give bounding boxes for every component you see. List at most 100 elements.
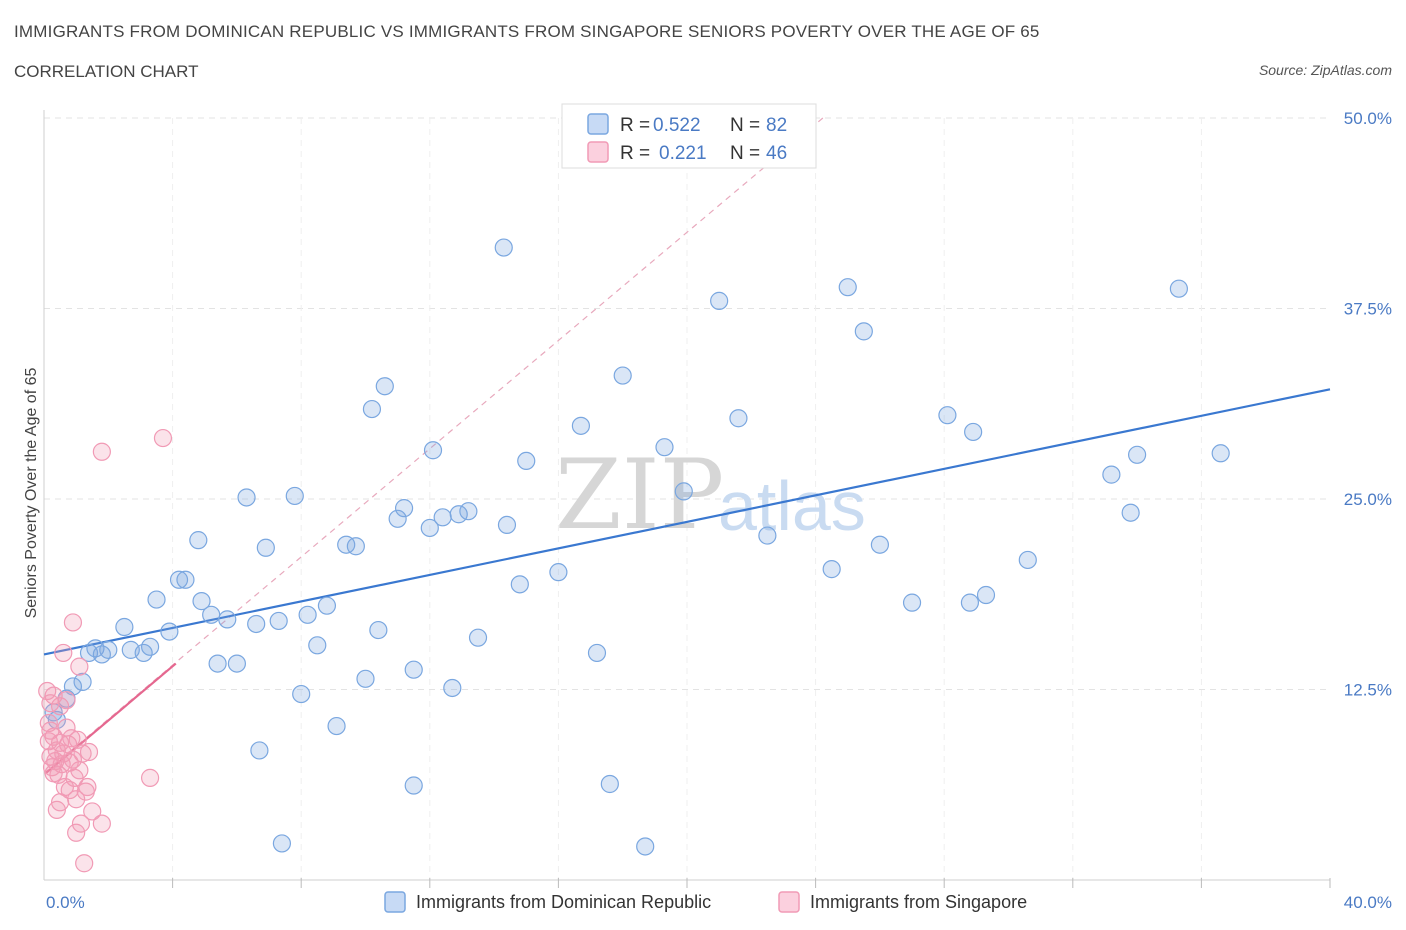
y-tick-label: 25.0%	[1344, 490, 1392, 509]
watermark: ZIP atlas	[555, 439, 866, 551]
point-dominican	[549, 563, 568, 582]
point-dominican	[571, 416, 591, 435]
point-singapore	[54, 643, 73, 663]
point-dominican	[256, 538, 275, 557]
point-dominican	[375, 377, 394, 396]
point-dominican	[420, 518, 439, 538]
point-dominican	[308, 636, 327, 655]
point-dominican	[443, 678, 462, 698]
point-dominican	[838, 278, 857, 297]
legend-n-value-dominican: 82	[766, 115, 787, 136]
point-singapore	[62, 729, 81, 748]
point-singapore	[79, 742, 99, 762]
point-dominican	[317, 596, 337, 615]
y-tick-label: 12.5%	[1344, 681, 1392, 700]
point-singapore	[153, 428, 173, 448]
legend-n-value-singapore: 46	[766, 143, 787, 164]
point-dominican	[356, 669, 375, 688]
series-legend: Immigrants from Dominican Republic Immig…	[384, 891, 1027, 913]
y-tick-label: 37.5%	[1344, 300, 1392, 319]
legend-r-label-singapore: R =	[620, 143, 650, 164]
stats-legend: R = 0.522 N = 82 R = 0.221 N = 46	[561, 103, 817, 169]
point-singapore	[92, 442, 111, 461]
point-singapore	[54, 744, 73, 763]
chart-subtitle: CORRELATION CHART	[14, 62, 199, 81]
y-axis-title: Seniors Poverty Over the Age of 65	[23, 368, 40, 619]
point-singapore	[75, 854, 94, 873]
point-dominican	[115, 617, 134, 637]
point-dominican	[517, 451, 536, 470]
legend-r-label-dominican: R =	[620, 115, 650, 136]
point-dominican	[976, 585, 996, 605]
point-singapore	[68, 730, 87, 749]
source-credit: Source: ZipAtlas.com	[1258, 62, 1392, 78]
legend-r-value-dominican: 0.522	[653, 115, 701, 136]
point-singapore	[78, 777, 97, 797]
point-dominican	[208, 654, 227, 673]
point-dominican	[1169, 279, 1188, 298]
data-points	[38, 238, 1230, 873]
series-legend-swatch-singapore	[778, 891, 800, 913]
x-tick-label: 40.0%	[1344, 893, 1392, 912]
x-tick-label: 0.0%	[46, 893, 85, 912]
point-dominican	[247, 614, 266, 634]
point-dominican	[587, 643, 607, 663]
point-dominican	[369, 620, 388, 640]
point-singapore	[73, 744, 92, 763]
point-dominican	[655, 438, 674, 457]
series-legend-label-dominican: Immigrants from Dominican Republic	[416, 892, 711, 912]
point-dominican	[285, 486, 304, 506]
point-singapore	[71, 814, 91, 833]
point-dominican	[423, 441, 443, 460]
point-singapore	[63, 613, 83, 632]
point-dominican	[468, 628, 488, 647]
point-dominican	[160, 622, 179, 641]
point-dominican	[600, 774, 619, 794]
point-singapore	[63, 750, 83, 769]
point-dominican	[1121, 503, 1140, 522]
point-dominican	[729, 409, 748, 428]
point-dominican	[218, 610, 237, 629]
point-dominican	[964, 422, 983, 442]
point-dominican	[192, 592, 211, 611]
legend-r-value-singapore: 0.221	[659, 143, 707, 164]
point-dominican	[613, 366, 632, 385]
series-legend-label-singapore: Immigrants from Singapore	[810, 892, 1027, 912]
point-dominican	[388, 509, 407, 528]
point-dominican	[394, 499, 414, 518]
point-dominican	[237, 488, 256, 507]
point-dominican	[298, 605, 317, 624]
point-dominican	[227, 654, 246, 673]
point-dominican	[510, 575, 529, 594]
point-dominican	[250, 741, 269, 760]
point-dominican	[404, 776, 423, 795]
point-dominican	[459, 502, 478, 521]
point-dominican	[636, 837, 655, 856]
point-dominican	[433, 508, 452, 527]
point-singapore	[83, 802, 102, 821]
series-legend-swatch-dominican	[384, 891, 406, 913]
y-tick-label: 50.0%	[1344, 109, 1392, 128]
point-dominican	[99, 640, 118, 659]
chart-title: IMMIGRANTS FROM DOMINICAN REPUBLIC VS IM…	[14, 22, 1040, 41]
point-dominican	[1018, 550, 1037, 570]
point-dominican	[758, 526, 777, 545]
point-dominican	[854, 322, 873, 341]
legend-swatch-dominican	[587, 113, 609, 135]
point-dominican	[870, 535, 890, 554]
watermark-zip: ZIP	[555, 439, 724, 551]
point-dominican	[404, 660, 423, 679]
point-dominican	[269, 611, 288, 631]
point-dominican	[1102, 465, 1121, 484]
point-singapore	[70, 657, 89, 676]
point-singapore	[44, 764, 63, 783]
point-dominican	[73, 672, 92, 691]
point-dominican	[674, 482, 693, 501]
y-tick-labels: 12.5% 25.0% 37.5% 50.0%	[1344, 109, 1392, 700]
point-dominican	[497, 515, 517, 535]
point-singapore	[39, 713, 58, 733]
trend-line-dominican	[43, 388, 1331, 656]
point-dominican	[202, 605, 221, 624]
legend-swatch-singapore	[587, 141, 609, 163]
